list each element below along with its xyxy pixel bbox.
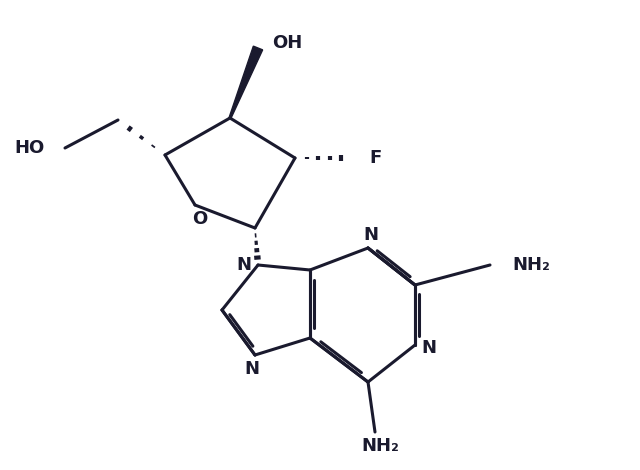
Polygon shape xyxy=(229,46,262,118)
Text: NH₂: NH₂ xyxy=(512,256,550,274)
Text: OH: OH xyxy=(272,34,302,52)
Text: N: N xyxy=(364,226,378,244)
Text: F: F xyxy=(369,149,381,167)
Text: O: O xyxy=(193,210,207,228)
Text: NH₂: NH₂ xyxy=(361,437,399,455)
Text: HO: HO xyxy=(15,139,45,157)
Text: N: N xyxy=(237,256,252,274)
Text: N: N xyxy=(422,339,436,357)
Text: N: N xyxy=(244,360,259,378)
